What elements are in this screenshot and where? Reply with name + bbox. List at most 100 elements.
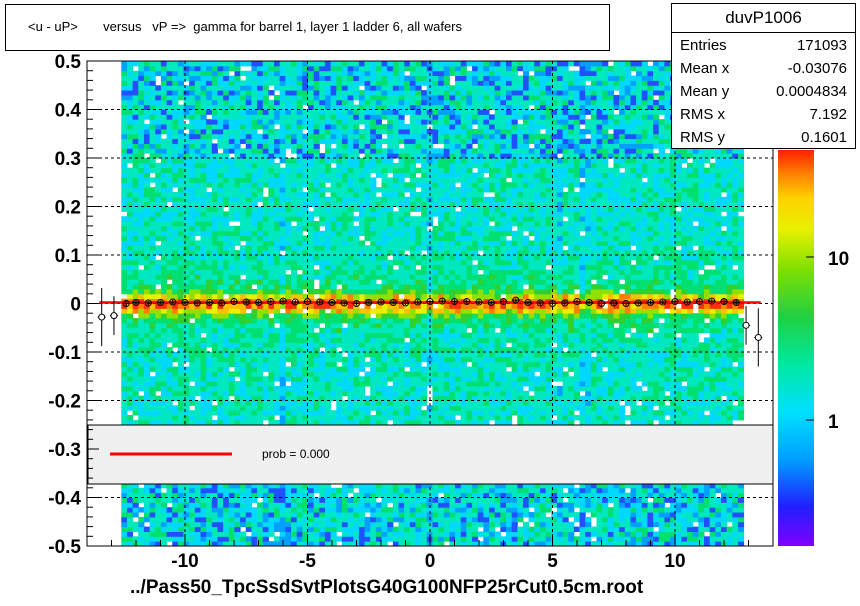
heatmap-cell xyxy=(341,361,349,368)
heatmap-cell xyxy=(138,313,145,319)
heatmap-cell xyxy=(341,497,349,503)
heatmap-cell xyxy=(336,216,343,222)
heatmap-cell xyxy=(398,327,405,334)
heatmap-cell xyxy=(285,124,292,130)
heatmap-cell xyxy=(291,313,298,319)
heatmap-cell xyxy=(200,85,207,91)
heatmap-cell xyxy=(143,337,151,343)
heatmap-cell xyxy=(307,114,315,120)
heatmap-cell xyxy=(392,526,400,532)
heatmap-cell xyxy=(398,90,405,96)
heatmap-cell xyxy=(172,211,179,217)
heatmap-cell xyxy=(336,274,343,280)
heatmap-cell xyxy=(274,400,281,406)
heatmap-cell xyxy=(370,541,377,547)
heatmap-cell xyxy=(121,94,128,101)
heatmap-cell xyxy=(257,376,264,382)
heatmap-cell xyxy=(206,255,213,261)
heatmap-cell xyxy=(392,61,400,67)
heatmap-cell xyxy=(121,65,128,72)
heatmap-cell xyxy=(126,172,134,178)
heatmap-cell xyxy=(387,240,394,246)
heatmap-cell xyxy=(245,303,252,309)
heatmap-cell xyxy=(285,230,292,237)
heatmap-cell xyxy=(138,541,145,547)
heatmap-cell xyxy=(336,487,343,494)
heatmap-cell xyxy=(353,385,360,392)
heatmap-cell xyxy=(370,526,377,532)
heatmap-cell xyxy=(392,201,400,207)
heatmap-cell xyxy=(172,308,179,314)
heatmap-cell xyxy=(398,187,405,193)
heatmap-cell xyxy=(392,512,400,518)
heatmap-cell xyxy=(307,133,315,140)
heatmap-cell xyxy=(143,240,151,246)
heatmap-cell xyxy=(324,196,332,203)
heatmap-cell xyxy=(172,492,179,498)
heatmap-cell xyxy=(285,415,292,421)
heatmap-cell xyxy=(257,94,264,101)
heatmap-cell xyxy=(364,153,371,159)
heatmap-cell xyxy=(257,371,264,377)
heatmap-cell xyxy=(194,274,201,280)
heatmap-cell xyxy=(262,206,269,212)
heatmap-cell xyxy=(324,327,332,334)
heatmap-cell xyxy=(211,482,218,489)
heatmap-cell xyxy=(353,390,360,397)
heatmap-cell xyxy=(211,269,218,275)
heatmap-cell xyxy=(228,259,235,266)
heatmap-cell xyxy=(409,240,416,246)
heatmap-cell xyxy=(132,390,139,397)
heatmap-cell xyxy=(132,512,139,518)
heatmap-cell xyxy=(143,410,151,416)
heatmap-cell xyxy=(319,167,326,174)
heatmap-cell xyxy=(302,342,309,348)
heatmap-cell xyxy=(211,235,218,241)
heatmap-cell xyxy=(234,318,241,324)
heatmap-cell xyxy=(132,371,139,377)
heatmap-cell xyxy=(262,308,269,314)
heatmap-cell xyxy=(268,395,275,401)
heatmap-cell xyxy=(375,361,383,368)
heatmap-cell xyxy=(172,61,179,67)
heatmap-cell xyxy=(177,288,185,295)
heatmap-cell xyxy=(183,70,190,77)
heatmap-cell xyxy=(285,308,292,314)
heatmap-cell xyxy=(234,308,241,314)
heatmap-cell xyxy=(409,337,416,343)
heatmap-cell xyxy=(313,124,320,130)
heatmap-cell xyxy=(307,541,315,547)
heatmap-cell xyxy=(319,512,326,518)
heatmap-cell xyxy=(302,371,309,377)
heatmap-cell xyxy=(240,342,247,348)
heatmap-cell xyxy=(347,85,354,91)
heatmap-cell xyxy=(375,284,383,290)
heatmap-cell xyxy=(347,124,354,130)
heatmap-cell xyxy=(177,303,185,309)
heatmap-cell xyxy=(404,274,411,280)
heatmap-cell xyxy=(302,536,309,542)
heatmap-cell xyxy=(330,90,337,96)
heatmap-cell xyxy=(177,502,185,508)
heatmap-cell xyxy=(307,410,315,416)
heatmap-cell xyxy=(381,327,388,334)
heatmap-cell xyxy=(330,201,337,207)
heatmap-cell xyxy=(155,288,162,295)
heatmap-cell xyxy=(172,487,179,494)
heatmap-cell xyxy=(166,264,173,271)
heatmap-cell xyxy=(194,61,201,67)
heatmap-cell xyxy=(268,138,275,144)
heatmap-cell xyxy=(409,187,416,193)
heatmap-cell xyxy=(375,259,383,266)
heatmap-cell xyxy=(364,507,371,513)
heatmap-cell xyxy=(206,497,213,503)
heatmap-cell xyxy=(404,196,411,203)
heatmap-cell xyxy=(228,201,235,207)
heatmap-cell xyxy=(262,390,269,397)
heatmap-cell xyxy=(143,143,151,149)
heatmap-cell xyxy=(336,516,343,523)
heatmap-cell xyxy=(245,211,252,217)
heatmap-cell xyxy=(194,191,201,198)
heatmap-cell xyxy=(240,167,247,174)
heatmap-cell xyxy=(296,507,303,513)
